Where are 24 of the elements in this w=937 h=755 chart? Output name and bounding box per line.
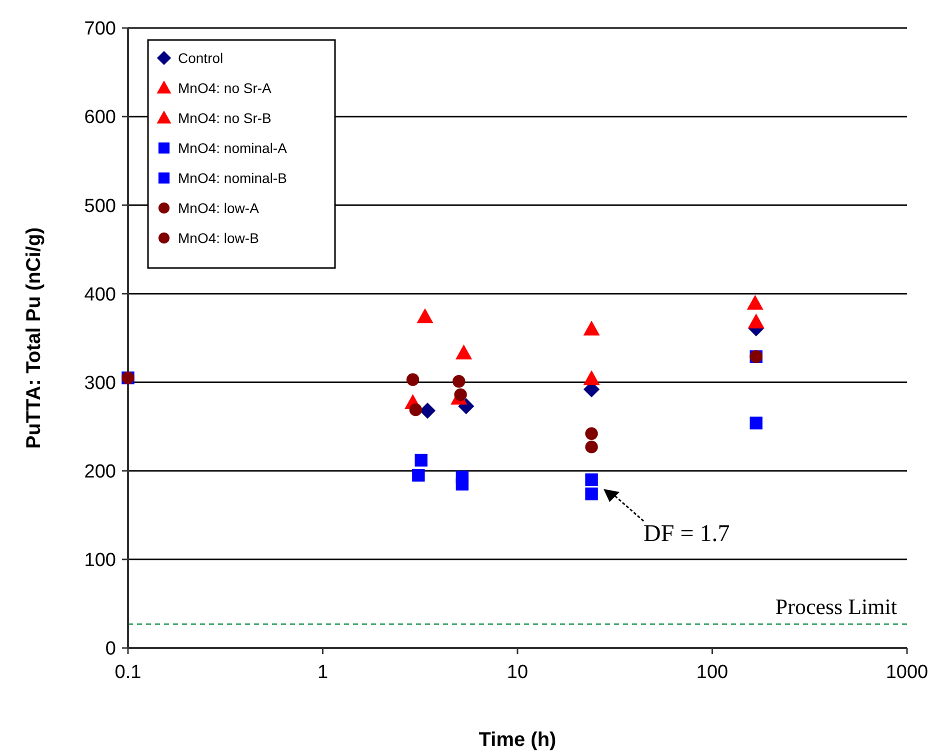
x-tick-label: 1 — [317, 662, 328, 683]
y-tick-label: 200 — [84, 462, 116, 483]
x-axis-title: Time (h) — [478, 729, 556, 751]
legend-label: MnO4: nominal-B — [178, 170, 287, 186]
y-tick-label: 100 — [84, 550, 116, 572]
y-axis-title: PuTTA: Total Pu (nCi/g) — [23, 227, 45, 449]
y-tick-label: 700 — [84, 18, 116, 40]
legend-label: MnO4: no Sr-B — [178, 110, 272, 126]
x-tick-label: 100 — [696, 662, 728, 683]
y-tick-label: 400 — [84, 284, 116, 306]
ref-line-label: Process Limit — [775, 594, 897, 620]
legend-label: MnO4: low-A — [178, 200, 260, 216]
legend-label: MnO4: no Sr-A — [178, 80, 272, 96]
y-tick-label: 500 — [84, 196, 116, 217]
legend-label: MnO4: low-B — [178, 230, 259, 246]
y-tick-label: 600 — [84, 107, 116, 128]
legend-label: Control — [178, 50, 224, 66]
annotation: DF = 1.7 — [644, 521, 730, 547]
y-tick-label: 0 — [105, 638, 116, 660]
x-tick-label: 1000 — [886, 662, 928, 683]
x-tick-label: 10 — [506, 662, 528, 683]
x-tick-label: 0.1 — [114, 662, 142, 683]
legend-label: MnO4: nominal-A — [178, 140, 288, 156]
y-tick-label: 300 — [84, 372, 116, 394]
